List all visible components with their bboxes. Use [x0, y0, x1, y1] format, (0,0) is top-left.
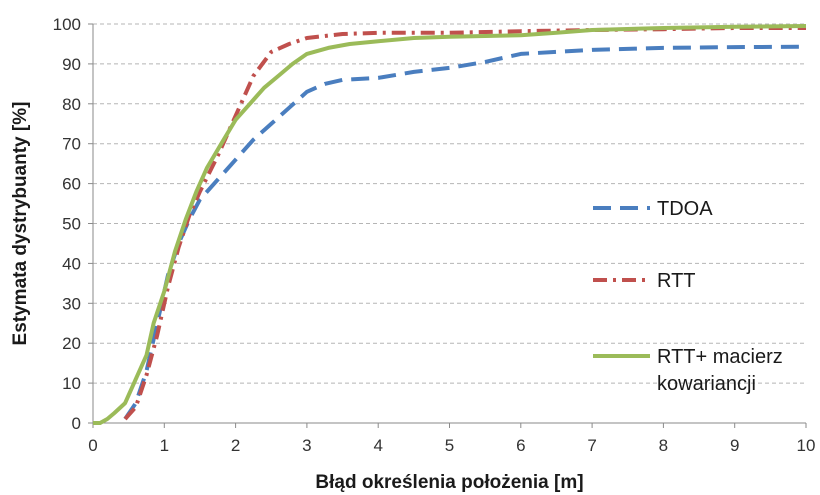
x-tick-label: 7 — [587, 436, 596, 455]
y-tick-label: 70 — [62, 135, 81, 154]
x-tick-label: 6 — [516, 436, 525, 455]
legend-label: RTT+ macierz — [657, 346, 783, 368]
x-tick-label: 8 — [659, 436, 668, 455]
x-tick-label: 2 — [231, 436, 240, 455]
series-line-rtt — [123, 26, 806, 421]
legend-label: RTT — [657, 270, 696, 292]
y-tick-label: 10 — [62, 374, 81, 393]
y-tick-label: 0 — [72, 414, 81, 433]
x-tick-label: 10 — [797, 436, 816, 455]
y-tick-label: 30 — [62, 294, 81, 313]
x-tick-label: 9 — [730, 436, 739, 455]
y-tick-label: 100 — [53, 15, 81, 34]
x-tick-label: 4 — [373, 436, 382, 455]
x-tick-label: 0 — [88, 436, 97, 455]
y-tick-label: 20 — [62, 334, 81, 353]
x-tick-label: 5 — [445, 436, 454, 455]
y-tick-label: 40 — [62, 254, 81, 273]
y-axis-title: Estymata dystrybuanty [%] — [10, 102, 31, 346]
y-tick-label: 50 — [62, 215, 81, 234]
x-axis-title: Błąd określenia położenia [m] — [315, 472, 583, 493]
tick-labels: 0 10 20 30 40 50 60 70 80 90 100 0 1 2 3 4 5 6 7 8 9 10 — [53, 15, 816, 455]
x-tick-label: 3 — [302, 436, 311, 455]
legend-label: kowariancji — [657, 373, 756, 395]
series-line-tdoa — [123, 44, 807, 421]
y-tick-label: 90 — [62, 55, 81, 74]
x-tick-label: 1 — [160, 436, 169, 455]
y-tick-label: 80 — [62, 95, 81, 114]
series-line-rtt-macierz-kowariancji — [93, 24, 807, 425]
y-tick-label: 60 — [62, 175, 81, 194]
series-layer — [93, 24, 807, 425]
legend: TDOA RTT RTT+ macierz kowariancji — [593, 198, 783, 395]
legend-label: TDOA — [657, 198, 713, 220]
